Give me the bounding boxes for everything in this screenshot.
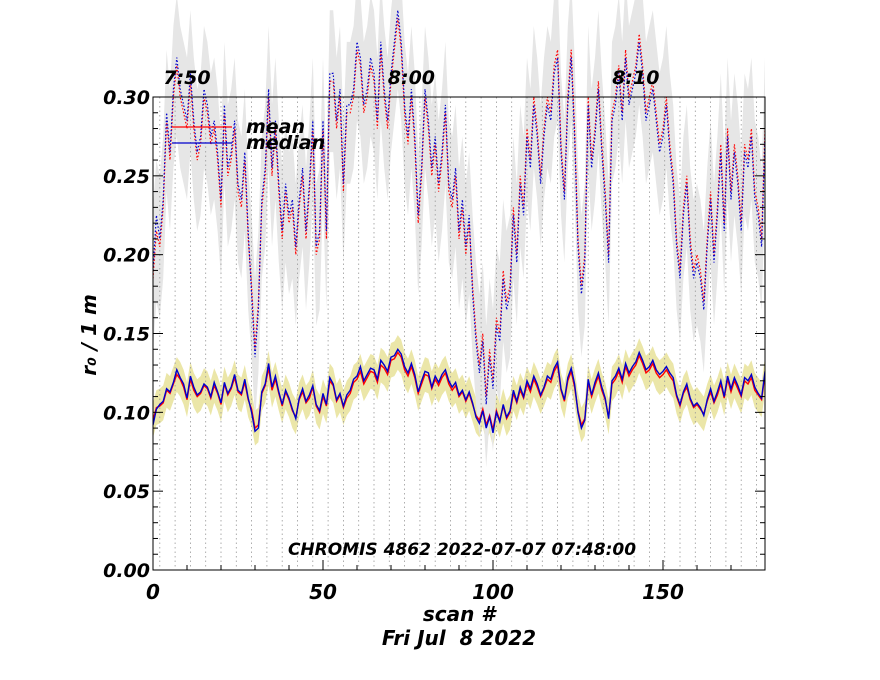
upper-dotted-series — [153, 10, 765, 405]
y-tick-label: 0.15 — [103, 324, 150, 346]
y-axis-title: r₀ / 1 m — [77, 294, 101, 376]
x-tick-label: 50 — [309, 580, 337, 604]
time-tick-label: 7:50 — [163, 67, 210, 89]
lower-solid-series — [153, 347, 765, 433]
lower-spread-band — [153, 335, 765, 448]
plot-annotation: CHROMIS 4862 2022-07-07 07:48:00 — [288, 540, 636, 560]
legend-label-mean: mean — [246, 116, 305, 138]
y-tick-label: 0.25 — [103, 166, 150, 188]
y-tick-label: 0.05 — [103, 481, 150, 503]
upper-spread-band — [153, 0, 765, 468]
top-time-axis: 7:50 8:00 8:10 — [163, 67, 659, 89]
time-tick-label: 8:00 — [388, 67, 435, 89]
date-label: Fri Jul 8 2022 — [382, 626, 536, 650]
y-tick-label: 0.10 — [103, 402, 150, 424]
x-tick-label: 0 — [146, 580, 160, 604]
legend-label-median: median — [246, 132, 325, 154]
y-tick-label: 0.00 — [103, 560, 150, 582]
spread-bands — [153, 0, 765, 468]
series-mean-upper — [153, 18, 765, 397]
y-tick-label: 0.30 — [103, 87, 150, 109]
axes: 0.00 0.05 0.10 0.15 0.20 0.25 0.30 0 50 100 150 — [103, 87, 765, 604]
y-tick-label: 0.20 — [103, 245, 150, 267]
series-median-upper — [153, 10, 765, 405]
x-tick-label: 100 — [472, 580, 514, 604]
x-tick-label: 150 — [642, 580, 684, 604]
time-tick-label: 8:10 — [612, 67, 659, 89]
series-median-lower — [153, 347, 765, 433]
x-axis-title: scan # — [423, 602, 497, 626]
